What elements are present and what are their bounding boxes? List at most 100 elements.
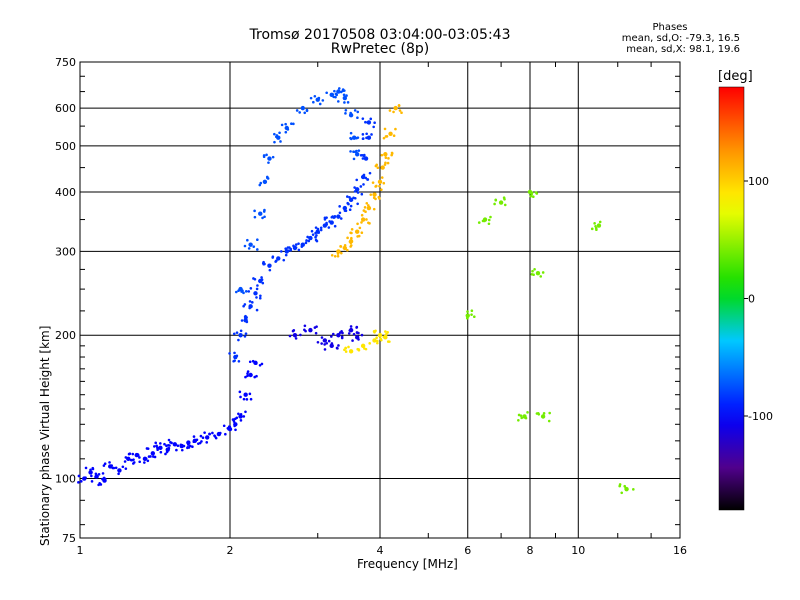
phases-legend-title: Phases [652,22,688,33]
data-point-scatter [477,221,481,224]
data-point-scatter [349,136,352,140]
data-point-scatter [154,441,158,445]
data-point-scatter [111,466,115,470]
data-point-scatter [274,259,278,263]
data-point-scatter [203,431,206,434]
colorbar-tick-label: 100 [748,175,769,188]
data-point-scatter [292,329,296,332]
data-point-scatter [298,111,301,114]
data-point-scatter [363,206,367,209]
data-point-scatter [388,109,392,112]
data-point-scatter [279,250,283,253]
data-point-scatter [97,472,101,476]
data-point-scatter [101,472,105,475]
data-point-scatter [247,247,251,250]
data-point-scatter [595,228,598,232]
data-point-scatter [235,354,239,358]
data-point-scatter [353,196,357,200]
data-point [354,229,360,234]
colorbar-tick-label: 0 [748,293,755,306]
data-point-scatter [357,331,360,335]
data-point-scatter [124,456,128,459]
data-point-scatter [268,157,272,161]
data-point-scatter [263,262,266,266]
data-point [372,192,377,197]
y-tick-label: 400 [55,186,76,199]
data-point-scatter [292,122,295,126]
data-point-scatter [353,109,357,112]
data-point-scatter [314,231,317,235]
data-point-scatter [375,336,378,340]
data-point-scatter [598,220,602,224]
data-point-scatter [244,410,247,414]
data-point-scatter [263,215,266,219]
data-point-scatter [349,131,353,135]
data-point-scatter [502,196,506,200]
data-point-scatter [167,446,171,450]
data-point-scatter [261,216,264,220]
data-point [238,333,243,338]
data-point-scatter [333,255,337,258]
data-point-scatter [349,244,353,247]
y-tick-label: 300 [55,245,76,258]
data-point-scatter [239,412,243,416]
data-point-scatter [259,181,263,185]
data-point-scatter [487,218,491,222]
data-point-scatter [380,176,384,179]
data-point-scatter [392,134,396,138]
data-point-scatter [336,252,340,255]
data-point-scatter [317,96,321,100]
data-point-scatter [77,481,80,484]
chart-title: Tromsø 20170508 03:04:00-03:05:43 [249,27,511,43]
data-point-scatter [364,120,367,124]
data-point [258,211,263,216]
data-point-scatter [314,235,317,239]
data-point-scatter [530,191,534,194]
data-point-scatter [386,161,390,165]
data-point-scatter [299,333,302,337]
data-point-scatter [124,467,128,470]
data-point-scatter [357,234,361,238]
data-point-scatter [345,94,348,97]
data-point-scatter [378,184,381,188]
data-point-scatter [323,216,327,220]
data-point-scatter [364,176,368,180]
data-point-scatter [169,441,172,444]
data-point-scatter [235,416,239,420]
data-point-scatter [343,95,346,99]
data-point-scatter [348,329,352,332]
data-point-scatter [534,191,538,194]
data-point [308,235,313,241]
colorbar [718,86,745,511]
data-point-scatter [350,236,353,240]
data-point-scatter [369,117,373,121]
x-tick-label: 4 [377,544,384,557]
data-point-scatter [284,247,287,250]
data-point-scatter [373,330,376,334]
data-point-scatter [128,452,132,455]
data-point-scatter [274,135,278,139]
data-point-scatter [286,246,290,249]
data-point [498,200,504,205]
data-point-scatter [268,264,271,268]
data-point-scatter [224,432,227,436]
data-point-scatter [276,257,280,260]
data-point-scatter [357,348,361,352]
data-point-scatter [263,180,266,184]
data-point-scatter [489,215,492,219]
data-point-scatter [138,460,141,464]
data-point-scatter [237,289,240,292]
data-point [126,456,131,462]
data-point-scatter [517,413,521,417]
data-point-scatter [249,397,253,401]
data-point [348,349,354,354]
data-point-scatter [318,102,322,106]
data-point-scatter [136,454,140,457]
data-point-scatter [305,239,308,242]
data-point-scatter [268,268,272,272]
data-point-scatter [159,442,162,445]
data-point-scatter [103,462,107,466]
data-point-scatter [271,256,275,259]
data-point-scatter [392,110,395,114]
data-point-scatter [344,108,348,112]
